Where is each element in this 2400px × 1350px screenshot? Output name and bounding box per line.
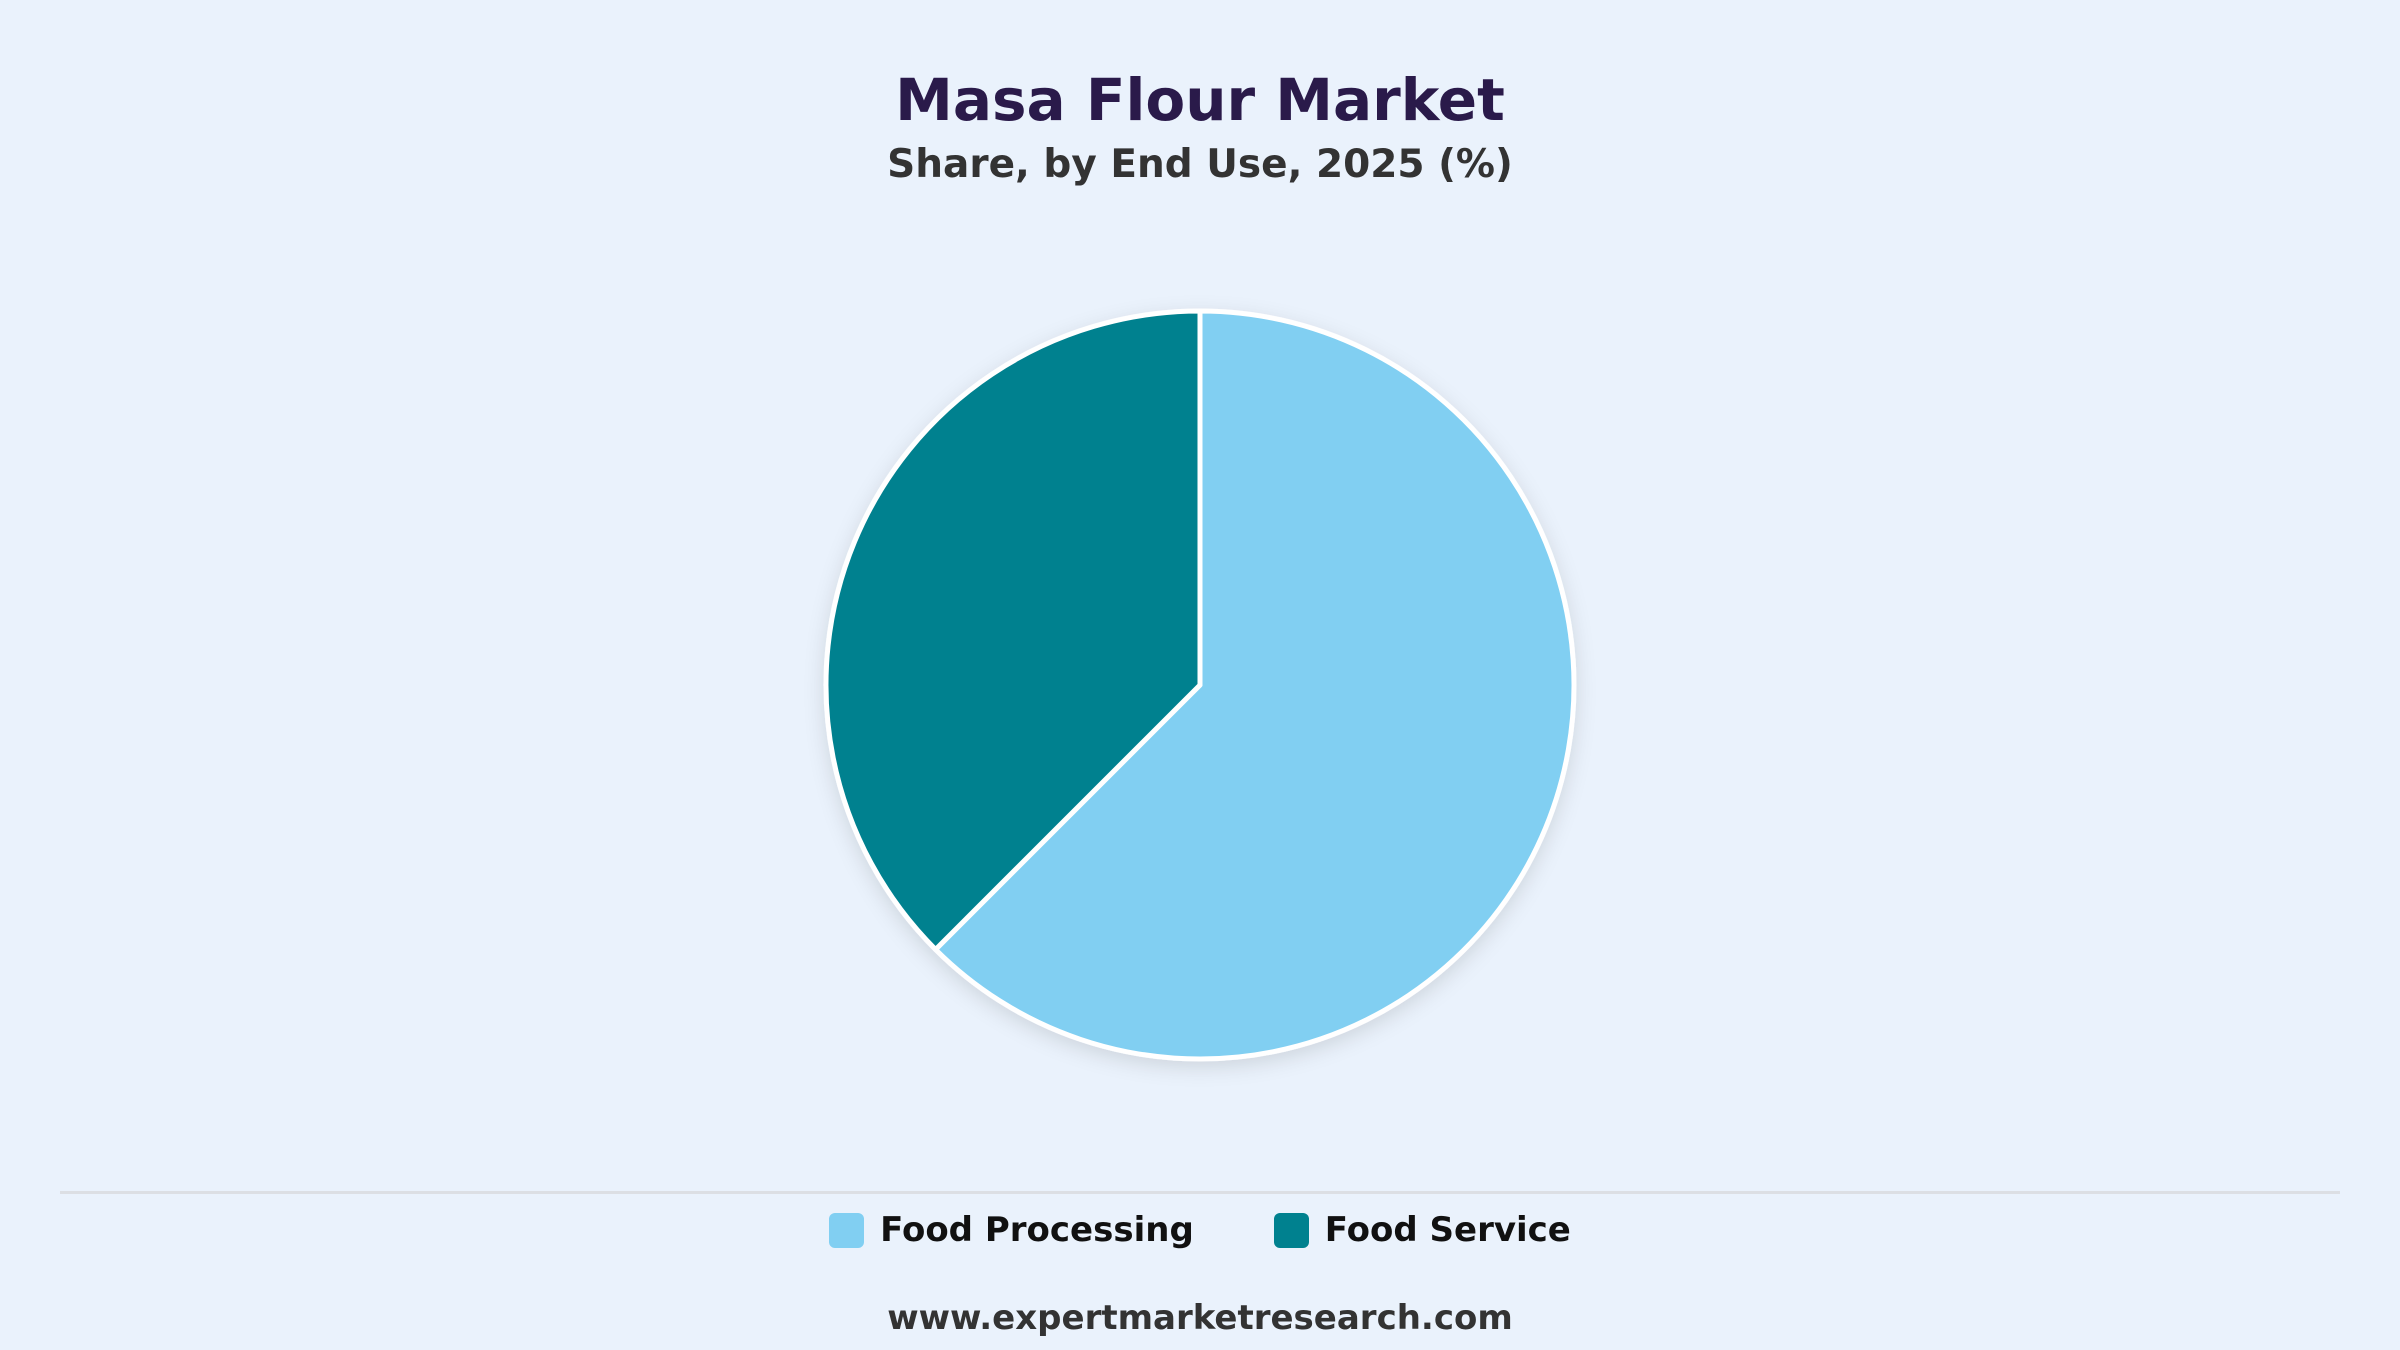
legend-label-food-processing: Food Processing [880, 1210, 1194, 1250]
pie-slice-food-processing [933, 308, 1577, 1062]
chart-subtitle: Share, by End Use, 2025 (%) [887, 142, 1513, 187]
chart-legend: Food Processing Food Service [0, 1208, 2400, 1252]
legend-swatch-food-service [1273, 1212, 1309, 1248]
legend-label-food-service: Food Service [1324, 1210, 1571, 1250]
legend-swatch-food-processing [829, 1212, 865, 1248]
pie-chart [823, 308, 1577, 1062]
chart-title: Masa Flour Market [895, 66, 1505, 134]
pie-slice-food-service [823, 308, 1203, 952]
legend-divider [60, 1191, 2340, 1194]
source-url: www.expertmarketresearch.com [887, 1298, 1513, 1338]
legend-item-food-processing: Food Processing [829, 1210, 1194, 1250]
legend-item-food-service: Food Service [1273, 1210, 1571, 1250]
